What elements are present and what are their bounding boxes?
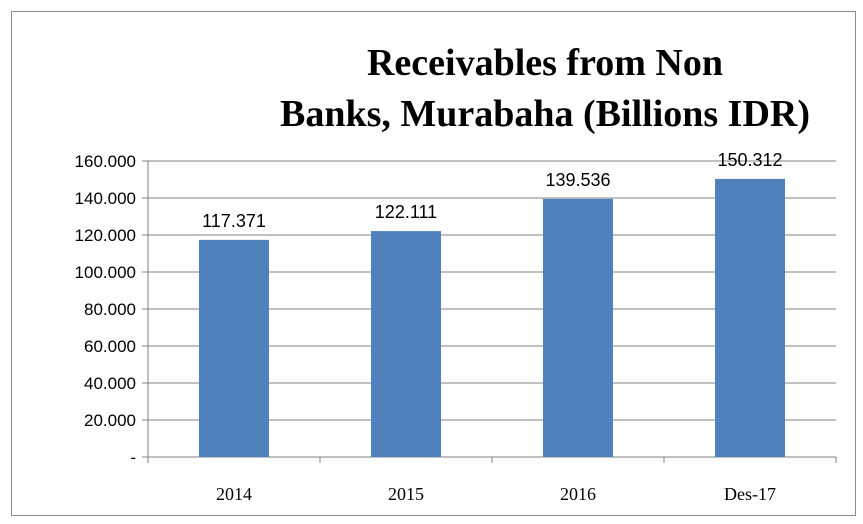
y-tick-label: 40.000 [84,374,136,393]
y-tick-label: 120.000 [75,226,136,245]
chart-title-line-1: Receivables from Non [367,42,723,84]
x-tick-label: 2016 [560,484,596,504]
y-tick-label: 20.000 [84,411,136,430]
chart-title-line-2: Banks, Murabaha (Billions IDR) [280,93,810,135]
data-label: 139.536 [545,170,610,190]
y-tick-label: - [130,448,136,467]
x-tick-label: Des-17 [724,484,776,504]
y-tick-label: 100.000 [75,263,136,282]
x-axis-ticks: 2014 2015 2016 Des-17 [216,484,776,504]
bar-2016 [543,198,613,457]
data-label: 150.312 [717,150,782,170]
data-labels: 117.371 122.111 139.536 150.312 [202,150,782,231]
bar-2014 [199,239,269,457]
data-label: 122.111 [375,202,437,222]
y-axis-ticks: - 20.000 40.000 60.000 80.000 100.000 120.000 1… [75,152,136,467]
y-tick-label: 60.000 [84,337,136,356]
x-tick-label: 2014 [216,484,252,504]
y-tick-label: 140.000 [75,189,136,208]
y-tick-label: 80.000 [84,300,136,319]
y-tick-label: 160.000 [75,152,136,171]
bar-2015 [371,231,441,457]
x-tick-label: 2015 [388,484,424,504]
bars [199,178,785,458]
bar-des-17 [715,178,785,458]
data-label: 117.371 [202,211,266,231]
